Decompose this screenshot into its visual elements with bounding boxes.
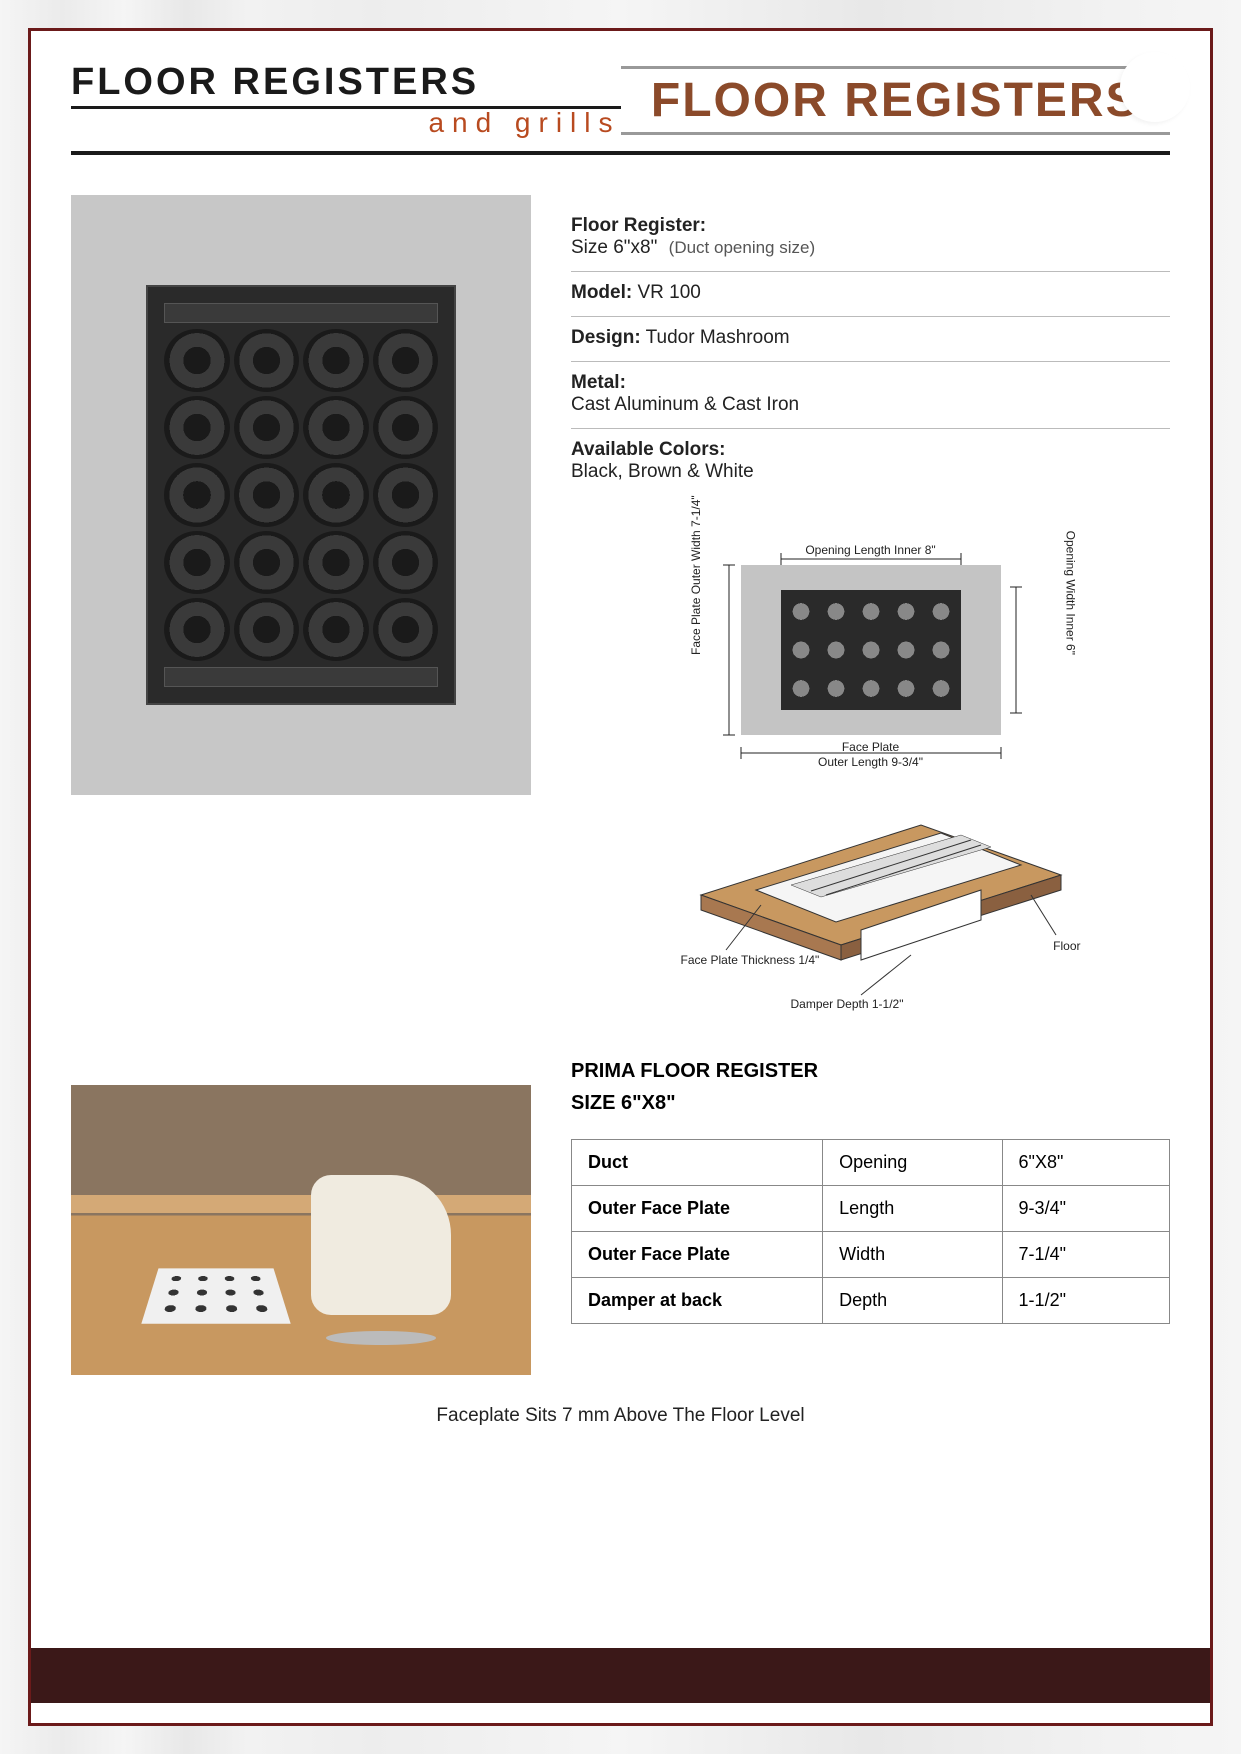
spec-colors-label: Available Colors:: [571, 439, 726, 460]
spec-size-label: Floor Register:: [571, 215, 706, 236]
spec-design-label: Design:: [571, 327, 641, 348]
heading-rule-top: [621, 66, 1171, 69]
logo-line2: and grills: [71, 107, 621, 139]
heading-rule-bottom: [621, 132, 1171, 135]
dim-bottom2: Outer Length 9-3/4": [818, 755, 923, 769]
dimension-diagram-iso: Face Plate Thickness 1/4" Floor Damper D…: [661, 795, 1081, 1015]
table-row: Outer Face PlateWidth7-1/4": [572, 1232, 1170, 1278]
page-frame: FLOOR REGISTERS and grills FLOOR REGISTE…: [28, 28, 1213, 1726]
page-heading: FLOOR REGISTERS: [621, 62, 1171, 139]
cell: 1-1/2": [1002, 1278, 1169, 1324]
table-title: PRIMA FLOOR REGISTER SIZE 6"X8": [571, 1055, 1170, 1119]
spec-colors: Available Colors: Black, Brown & White: [571, 429, 1170, 495]
table-row: Outer Face PlateLength9-3/4": [572, 1186, 1170, 1232]
spec-model-label: Model:: [571, 282, 632, 303]
logo-line1: FLOOR REGISTERS: [71, 61, 621, 109]
spec-model: Model: VR 100: [571, 272, 1170, 317]
left-column: [71, 195, 531, 1015]
spec-size: Floor Register: Size 6"x8" (Duct opening…: [571, 205, 1170, 272]
cell: Outer Face Plate: [572, 1232, 823, 1278]
lifestyle-image-wrap: [71, 1045, 531, 1375]
right-column: Floor Register: Size 6"x8" (Duct opening…: [571, 195, 1170, 1015]
header: FLOOR REGISTERS and grills FLOOR REGISTE…: [71, 61, 1170, 139]
spec-metal: Metal: Cast Aluminum & Cast Iron: [571, 362, 1170, 429]
spec-list: Floor Register: Size 6"x8" (Duct opening…: [571, 195, 1170, 505]
table-row: DuctOpening6"X8": [572, 1140, 1170, 1186]
dim-bottom1: Face Plate: [842, 740, 899, 754]
footer-bar: [31, 1648, 1210, 1703]
iso-floor: Floor: [1053, 939, 1080, 953]
bottom-section: PRIMA FLOOR REGISTER SIZE 6"X8" DuctOpen…: [71, 1045, 1170, 1375]
table-title2: SIZE 6"X8": [571, 1092, 676, 1114]
footer-note: Faceplate Sits 7 mm Above The Floor Leve…: [71, 1405, 1170, 1427]
brand-logo: FLOOR REGISTERS and grills: [71, 61, 621, 139]
cell: Length: [823, 1186, 1002, 1232]
iso-damper: Damper Depth 1-1/2": [791, 997, 904, 1011]
spec-design: Design: Tudor Mashroom: [571, 317, 1170, 362]
table-row: Damper at backDepth1-1/2": [572, 1278, 1170, 1324]
product-image: [71, 195, 531, 795]
dim-right: Opening Width Inner 6": [1064, 531, 1078, 655]
register-pattern: [146, 285, 456, 705]
spec-colors-value: Black, Brown & White: [571, 461, 754, 482]
cell: Damper at back: [572, 1278, 823, 1324]
dim-top: Opening Length Inner 8": [805, 543, 935, 557]
cell: 9-3/4": [1002, 1186, 1169, 1232]
cell: 6"X8": [1002, 1140, 1169, 1186]
cell: Outer Face Plate: [572, 1186, 823, 1232]
spec-size-value: Size 6"x8": [571, 237, 657, 258]
dim-left: Face Plate Outer Width 7-1/4": [689, 495, 703, 655]
heading-title: FLOOR REGISTERS: [621, 73, 1171, 128]
table-section: PRIMA FLOOR REGISTER SIZE 6"X8" DuctOpen…: [571, 1045, 1170, 1375]
iso-thickness: Face Plate Thickness 1/4": [681, 953, 820, 967]
corner-circle-decoration: [1120, 52, 1190, 122]
lifestyle-image: [71, 1085, 531, 1375]
cell: Duct: [572, 1140, 823, 1186]
spec-metal-label: Metal:: [571, 372, 626, 393]
spec-metal-value: Cast Aluminum & Cast Iron: [571, 394, 799, 415]
spec-size-note: (Duct opening size): [669, 238, 815, 257]
cell: Depth: [823, 1278, 1002, 1324]
cell: Width: [823, 1232, 1002, 1278]
dimension-diagram-top: Opening Length Inner 8" Face Plate Outer…: [681, 535, 1061, 775]
iso-svg: [661, 795, 1081, 1015]
main-divider: [71, 151, 1170, 155]
cell: 7-1/4": [1002, 1232, 1169, 1278]
spec-design-value: Tudor Mashroom: [646, 327, 790, 348]
cell: Opening: [823, 1140, 1002, 1186]
main-content: Floor Register: Size 6"x8" (Duct opening…: [71, 195, 1170, 1015]
spec-model-value: VR 100: [638, 282, 701, 303]
spec-table: DuctOpening6"X8" Outer Face PlateLength9…: [571, 1139, 1170, 1324]
table-title1: PRIMA FLOOR REGISTER: [571, 1060, 818, 1082]
